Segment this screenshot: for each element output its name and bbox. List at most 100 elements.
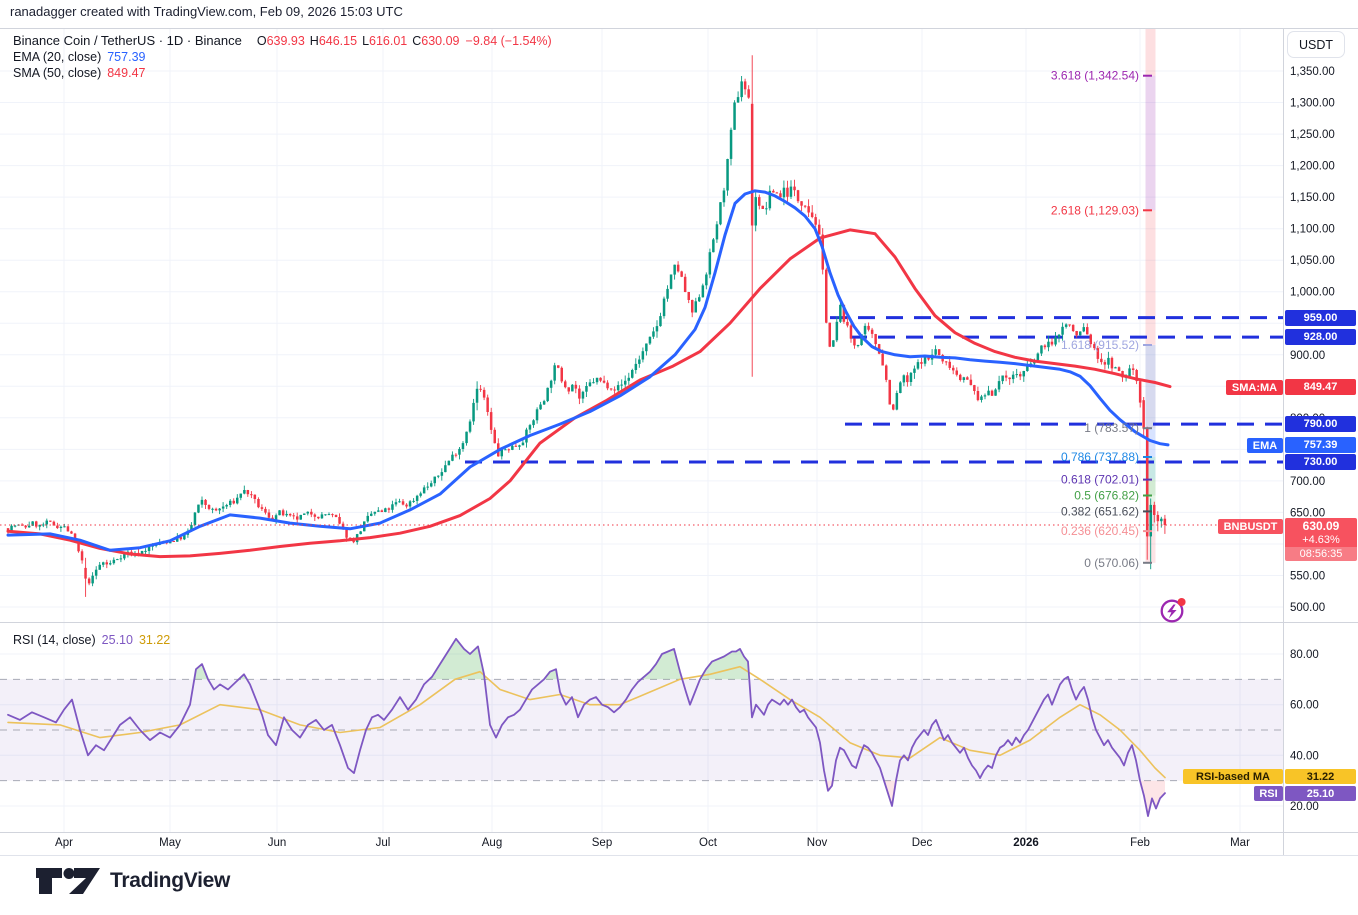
candle-body bbox=[338, 517, 341, 524]
rsi-legend[interactable]: RSI (14, close) 25.10 31.22 bbox=[13, 633, 170, 647]
candle-body bbox=[581, 391, 585, 399]
candle-body bbox=[870, 329, 874, 334]
low-label: L bbox=[362, 34, 370, 48]
candle-body bbox=[24, 525, 27, 528]
candle-body bbox=[546, 387, 549, 402]
rsi-tick-label: 80.00 bbox=[1290, 649, 1319, 661]
candle-body bbox=[398, 501, 401, 503]
candle-body bbox=[59, 526, 63, 528]
candle-body bbox=[334, 514, 338, 517]
candle-body bbox=[6, 528, 10, 531]
symbol-row: Binance Coin / TetherUS · 1D · Binance O6… bbox=[13, 33, 552, 49]
candle-body bbox=[408, 501, 412, 507]
sma-label: SMA (50, close) bbox=[13, 66, 102, 80]
candle-body bbox=[708, 252, 712, 275]
change-value: −9.84 (−1.54%) bbox=[465, 34, 552, 48]
candle-body bbox=[828, 322, 831, 347]
candle-body bbox=[782, 187, 786, 198]
candle-body bbox=[955, 370, 958, 375]
candle-body bbox=[1107, 357, 1110, 365]
watermark: ranadagger created with TradingView.com,… bbox=[10, 4, 403, 19]
candle-body bbox=[980, 396, 983, 400]
candle-body bbox=[458, 448, 461, 455]
flash-event-icon[interactable] bbox=[1159, 597, 1189, 627]
candle-body bbox=[42, 524, 45, 526]
month-label: Sep bbox=[592, 837, 612, 849]
candle-body bbox=[91, 575, 94, 584]
candle-body bbox=[391, 504, 394, 510]
candle-body bbox=[571, 384, 574, 392]
candle-body bbox=[246, 490, 250, 495]
candle-body bbox=[655, 326, 659, 332]
candle-body bbox=[292, 515, 295, 517]
candle-body bbox=[1110, 357, 1114, 369]
candle-body bbox=[341, 523, 345, 530]
candle-body bbox=[1117, 367, 1121, 371]
candle-body bbox=[895, 393, 899, 410]
candle-body bbox=[680, 271, 683, 277]
sma-value-badge: 849.47 bbox=[1285, 379, 1356, 395]
candle-body bbox=[451, 454, 454, 461]
rsi-value: 25.10 bbox=[101, 633, 133, 647]
candle-body bbox=[920, 362, 923, 364]
sma-legend-row[interactable]: SMA (50, close) 849.47 bbox=[13, 66, 552, 81]
candle-body bbox=[260, 507, 264, 509]
last-price-badge: 630.09 +4.63% 08:56:35 bbox=[1285, 518, 1357, 561]
candle-body bbox=[1036, 353, 1040, 361]
fib-level-label: 1 (783.57) bbox=[1084, 421, 1139, 435]
candle-body bbox=[729, 129, 733, 159]
candle-body bbox=[564, 381, 567, 388]
candle-body bbox=[638, 359, 641, 364]
candle-body bbox=[539, 404, 542, 410]
symbol-title[interactable]: Binance Coin / TetherUS · 1D · Binance bbox=[13, 33, 242, 48]
candle-body bbox=[380, 510, 384, 512]
candle-body bbox=[190, 525, 193, 531]
candle-body bbox=[225, 505, 228, 507]
candle-body bbox=[796, 190, 800, 202]
candle-body bbox=[987, 390, 990, 396]
candle-body bbox=[102, 562, 105, 565]
candle-body bbox=[574, 384, 578, 389]
ema-legend-row[interactable]: EMA (20, close) 757.39 bbox=[13, 50, 552, 65]
candle-body bbox=[659, 316, 662, 327]
candle-body bbox=[324, 514, 327, 516]
candle-body bbox=[691, 300, 694, 313]
rsi-ma-value-badge: 31.22 bbox=[1285, 769, 1356, 784]
candle-body bbox=[437, 475, 440, 477]
candle-body bbox=[109, 563, 112, 565]
fib-band-segment bbox=[1145, 479, 1156, 496]
candle-body bbox=[387, 508, 391, 510]
candle-body bbox=[116, 559, 119, 561]
candle-body bbox=[144, 550, 147, 552]
candle-body bbox=[606, 382, 609, 389]
candle-body bbox=[1082, 327, 1085, 332]
candle-body bbox=[528, 425, 532, 430]
candle-body bbox=[521, 442, 525, 446]
candle-body bbox=[909, 372, 913, 382]
candle-body bbox=[482, 389, 486, 398]
currency-toggle-button[interactable]: USDT bbox=[1287, 31, 1345, 58]
high-value: 646.15 bbox=[318, 34, 358, 48]
tradingview-logo[interactable]: TradingView bbox=[36, 866, 230, 896]
candle-body bbox=[214, 508, 218, 511]
last-price-value: 630.09 bbox=[1285, 518, 1357, 534]
price-tick-label: 900.00 bbox=[1290, 350, 1325, 362]
candle-body bbox=[609, 388, 613, 390]
candle-body bbox=[288, 513, 292, 516]
candle-body bbox=[673, 264, 676, 275]
candle-body bbox=[952, 367, 955, 371]
candle-body bbox=[394, 502, 398, 505]
candle-body bbox=[38, 524, 41, 527]
candle-body bbox=[553, 365, 556, 381]
candle-body bbox=[500, 449, 503, 457]
candle-body bbox=[1163, 518, 1167, 525]
candle-body bbox=[493, 429, 496, 444]
candle-body bbox=[345, 529, 348, 538]
month-label: Feb bbox=[1130, 837, 1150, 849]
candle-body bbox=[913, 368, 916, 373]
candle-body bbox=[1011, 374, 1015, 380]
candle-body bbox=[916, 362, 920, 369]
rsi-tick-label: 40.00 bbox=[1290, 750, 1319, 762]
candle-body bbox=[627, 377, 630, 381]
candle-body bbox=[1114, 367, 1117, 369]
